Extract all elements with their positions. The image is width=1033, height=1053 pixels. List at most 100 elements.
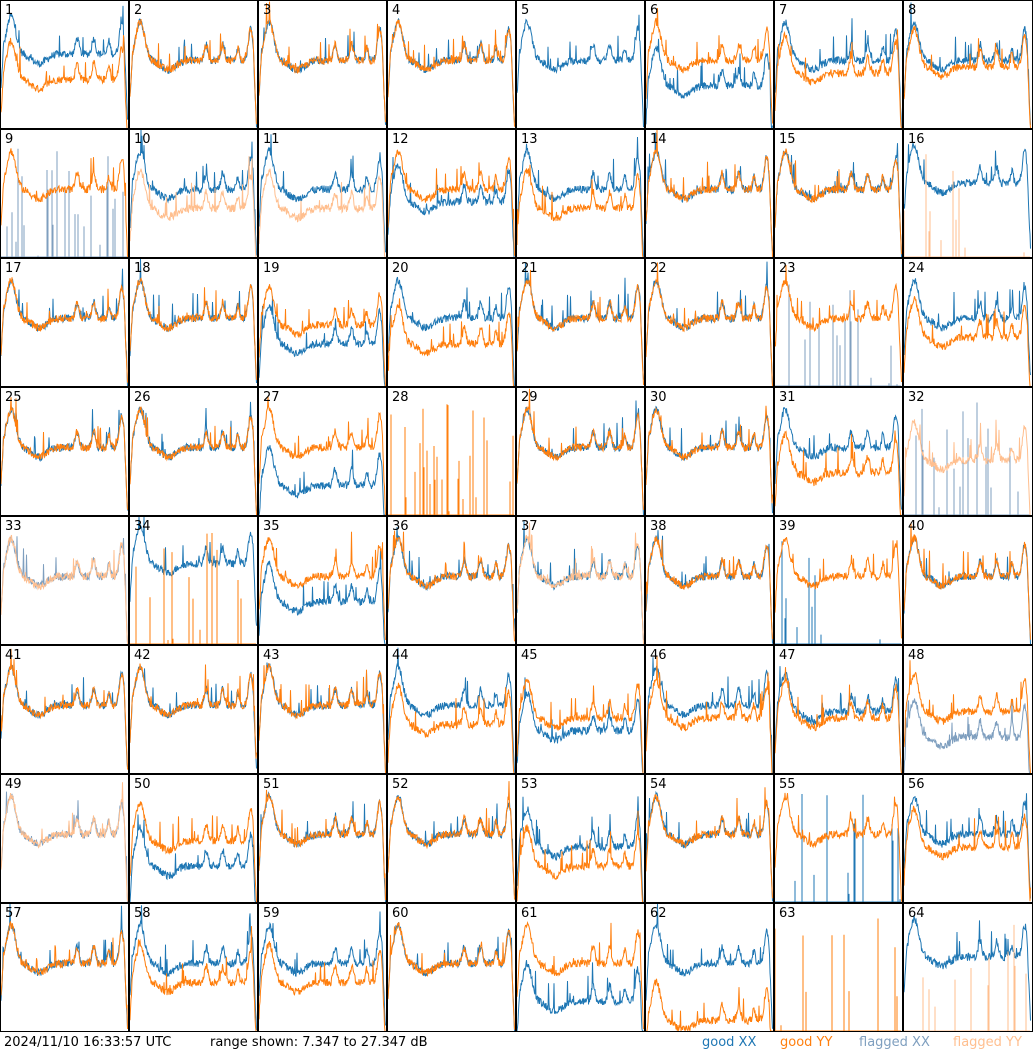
good-xx-line: [259, 134, 386, 253]
good-xx-line: [775, 406, 902, 510]
panel-antenna: 9: [0, 129, 129, 258]
good-yy-line: [388, 682, 515, 773]
good-xx-line: [388, 647, 515, 773]
flagged-xx-line: [1, 791, 128, 902]
panel-number: 20: [392, 261, 409, 276]
good-xx-line: [517, 14, 644, 128]
good-yy-line: [646, 130, 773, 257]
good-xx-line: [1, 665, 128, 768]
panel-antenna: 48: [903, 645, 1033, 774]
panel-antenna: 25: [0, 387, 129, 516]
panel-plot: [646, 787, 773, 902]
timestamp: 2024/11/10 16:33:57 UTC: [4, 1035, 172, 1050]
panel-antenna: 33: [0, 516, 129, 645]
panel-number: 4: [392, 3, 401, 18]
panel-antenna: 5: [516, 0, 645, 129]
flagged-yy-line: [259, 168, 386, 257]
good-xx-line: [517, 262, 644, 380]
good-yy-line: [130, 926, 257, 1031]
panel-antenna: 35: [258, 516, 387, 645]
good-xx-line: [130, 905, 257, 1031]
panel-antenna: 21: [516, 258, 645, 387]
good-yy-line: [517, 810, 644, 902]
panel-number: 55: [779, 777, 796, 792]
panel-plot: [259, 134, 386, 257]
panel-number: 2: [134, 3, 143, 18]
good-yy-line: [1, 397, 128, 510]
panel-plot: [259, 396, 386, 515]
good-yy-line: [646, 656, 773, 773]
flagged-xx-line: [904, 402, 1030, 515]
panel-plot: [259, 531, 386, 644]
flagged-yy-line: [1, 782, 128, 902]
panel-number: 13: [521, 132, 538, 147]
flagged-yy-line: [904, 924, 1030, 1031]
panel-number: 26: [134, 390, 151, 405]
good-xx-line: [646, 657, 773, 773]
panel-number: 6: [650, 3, 659, 18]
panel-number: 58: [134, 906, 151, 921]
good-yy-line: [775, 537, 902, 639]
panel-number: 16: [908, 132, 925, 147]
panel-antenna: 46: [645, 645, 774, 774]
panel-antenna: 45: [516, 645, 645, 774]
panel-number: 28: [392, 390, 409, 405]
panel-number: 49: [5, 777, 22, 792]
panel-plot: [259, 1, 386, 125]
good-xx-line: [259, 791, 386, 902]
panel-plot: [259, 284, 386, 386]
panel-number: 31: [779, 390, 796, 405]
panel-number: 7: [779, 3, 788, 18]
panel-plot: [1, 648, 128, 770]
good-yy-line: [775, 29, 902, 128]
panel-antenna: 36: [387, 516, 516, 645]
good-yy-line: [646, 536, 773, 640]
panel-number: 41: [5, 648, 22, 663]
panel-plot: [1, 904, 128, 1030]
panel-plot: [1, 148, 128, 257]
good-yy-line: [1, 148, 128, 257]
panel-antenna: 3: [258, 0, 387, 129]
good-yy-line: [259, 396, 386, 515]
good-yy-line: [646, 787, 773, 899]
good-yy-line: [775, 430, 902, 515]
panel-plot: [130, 801, 257, 902]
good-yy-line: [130, 277, 257, 380]
panel-number: 44: [392, 648, 409, 663]
panel-antenna: 20: [387, 258, 516, 387]
panel-plot: [517, 520, 644, 644]
panel-antenna: 17: [0, 258, 129, 387]
panel-plot: [517, 920, 644, 1031]
panel-number: 52: [392, 777, 409, 792]
panel-plot: [388, 781, 515, 900]
panel-antenna: 19: [258, 258, 387, 387]
panel-plot: [904, 278, 1031, 386]
panel-plot: [130, 259, 257, 384]
good-yy-line: [130, 801, 257, 902]
flagged-yy-line: [1, 534, 128, 644]
good-xx-line: [130, 814, 257, 902]
good-xx-line: [517, 960, 644, 1031]
panel-antenna: 6: [645, 0, 774, 129]
good-xx-line: [130, 259, 257, 384]
good-yy-line: [646, 7, 773, 124]
panel-antenna: 11: [258, 129, 387, 258]
panel-number: 61: [521, 906, 538, 921]
panel-plot: [775, 143, 902, 257]
panel-antenna: 41: [0, 645, 129, 774]
good-yy-line: [775, 667, 902, 773]
panel-number: 62: [650, 906, 667, 921]
panel-antenna: 53: [516, 774, 645, 903]
legend-good-yy: good YY: [780, 1035, 833, 1050]
good-xx-line: [517, 400, 644, 515]
panel-number: 50: [134, 777, 151, 792]
good-xx-line: [646, 530, 773, 644]
panel-plot: [388, 149, 515, 257]
good-xx-line: [646, 405, 773, 514]
good-xx-line: [259, 445, 386, 515]
good-yy-line: [259, 789, 386, 901]
panel-number: 53: [521, 777, 538, 792]
good-xx-line: [646, 261, 773, 386]
panel-number: 48: [908, 648, 925, 663]
